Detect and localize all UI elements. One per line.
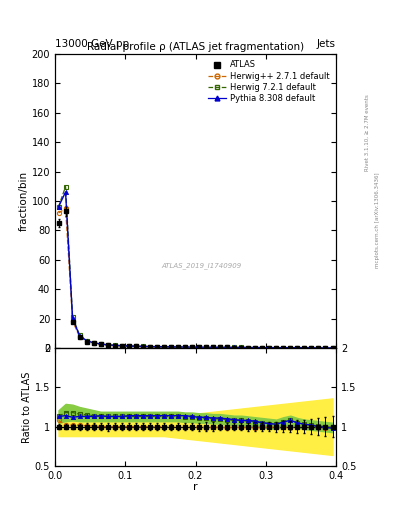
- Y-axis label: fraction/bin: fraction/bin: [19, 171, 29, 231]
- X-axis label: r: r: [193, 482, 198, 492]
- Text: Rivet 3.1.10, ≥ 2.7M events: Rivet 3.1.10, ≥ 2.7M events: [365, 95, 370, 172]
- Title: Radial profile ρ (ATLAS jet fragmentation): Radial profile ρ (ATLAS jet fragmentatio…: [87, 41, 304, 52]
- Text: Jets: Jets: [317, 38, 336, 49]
- Y-axis label: Ratio to ATLAS: Ratio to ATLAS: [22, 371, 32, 443]
- Text: ATLAS_2019_I1740909: ATLAS_2019_I1740909: [161, 262, 241, 269]
- Text: mcplots.cern.ch [arXiv:1306.3436]: mcplots.cern.ch [arXiv:1306.3436]: [375, 173, 380, 268]
- Legend: ATLAS, Herwig++ 2.7.1 default, Herwig 7.2.1 default, Pythia 8.308 default: ATLAS, Herwig++ 2.7.1 default, Herwig 7.…: [206, 58, 332, 105]
- Text: 13000 GeV pp: 13000 GeV pp: [55, 38, 129, 49]
